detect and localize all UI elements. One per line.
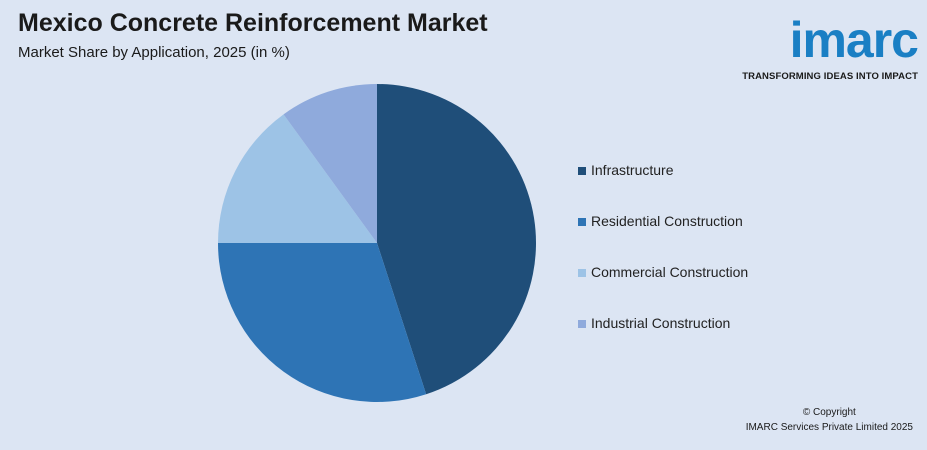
legend-label: Infrastructure — [591, 162, 674, 178]
copyright-line-2: IMARC Services Private Limited 2025 — [745, 422, 913, 433]
chart-title: Mexico Concrete Reinforcement Market — [18, 9, 488, 37]
legend-label: Residential Construction — [591, 213, 743, 229]
pie-slice-infrastructure — [377, 84, 536, 395]
legend-swatch — [578, 218, 586, 226]
legend-item-infrastructure: Infrastructure — [578, 162, 748, 213]
legend-swatch — [578, 167, 586, 175]
copyright-line-1: © Copyright — [802, 407, 856, 418]
legend-item-residential-construction: Residential Construction — [578, 213, 748, 264]
legend-swatch — [578, 269, 586, 277]
legend-item-industrial-construction: Industrial Construction — [578, 315, 748, 366]
legend-item-commercial-construction: Commercial Construction — [578, 264, 748, 315]
pie-slice-residential-construction — [218, 243, 427, 403]
legend-label: Commercial Construction — [591, 264, 749, 280]
legend-swatch — [578, 320, 586, 328]
pie-slice-commercial-construction — [218, 114, 377, 243]
imarc-logo: imarc TRANSFORMING IDEAS INTO IMPACT — [738, 8, 919, 84]
copyright-notice: © Copyright IMARC Services Private Limit… — [746, 405, 913, 435]
chart-subtitle: Market Share by Application, 2025 (in %) — [18, 44, 290, 61]
legend-label: Industrial Construction — [591, 315, 731, 331]
logo-tagline: TRANSFORMING IDEAS INTO IMPACT — [742, 71, 918, 82]
pie-slice-industrial-construction — [283, 84, 377, 243]
logo-wordmark: imarc — [789, 12, 919, 68]
chart-legend: Infrastructure Residential Construction Co… — [578, 162, 748, 366]
